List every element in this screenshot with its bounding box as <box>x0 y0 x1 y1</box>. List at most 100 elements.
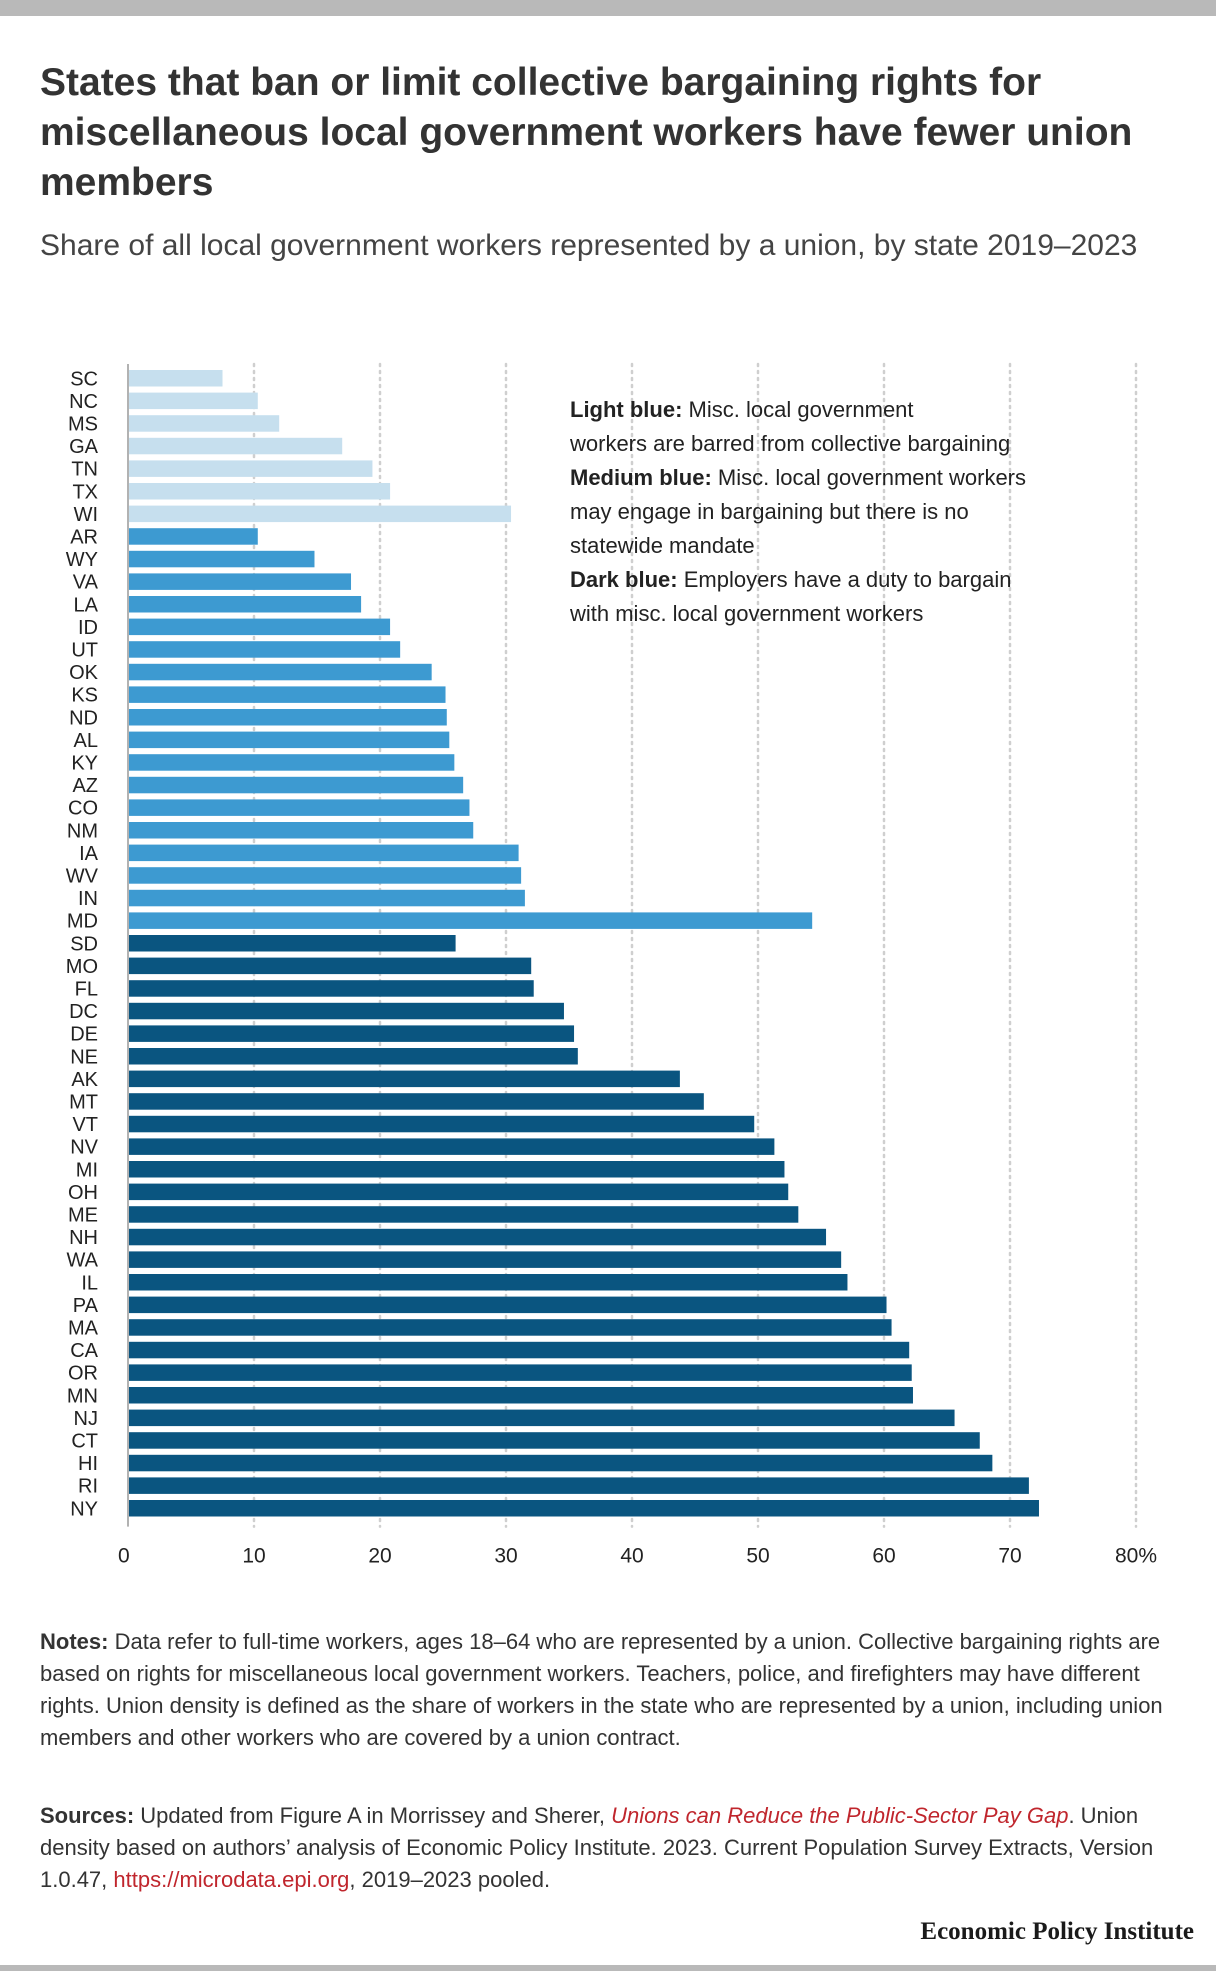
bar-id <box>129 618 391 636</box>
state-label-sc: SC <box>70 368 98 390</box>
x-tick-label-80: 80% <box>1115 1545 1157 1568</box>
bar-tx <box>129 483 391 500</box>
state-label-mi: MI <box>76 1159 98 1181</box>
bar-nh <box>129 1228 827 1246</box>
state-label-tn: TN <box>71 459 98 481</box>
bar-in <box>129 889 525 907</box>
bar-mn <box>129 1387 913 1404</box>
state-label-nd: ND <box>69 707 98 729</box>
x-tick-label-70: 70 <box>998 1545 1021 1568</box>
state-label-mn: MN <box>67 1385 98 1407</box>
legend-medium-line3: statewide mandate <box>570 533 755 558</box>
state-label-ct: CT <box>71 1430 98 1452</box>
brand-logo: Economic Policy Institute <box>920 1918 1194 1945</box>
bar-wi <box>129 505 512 523</box>
state-label-co: CO <box>68 798 98 820</box>
bar-il <box>129 1274 848 1291</box>
bar-nm <box>129 822 474 839</box>
bar-de <box>129 1025 575 1042</box>
bar-wv <box>129 867 522 884</box>
state-label-ky: KY <box>71 752 98 774</box>
bar-ak <box>129 1070 680 1088</box>
bar-me <box>129 1206 799 1223</box>
state-label-nc: NC <box>69 391 98 413</box>
state-label-nm: NM <box>67 820 98 842</box>
state-label-mo: MO <box>66 956 98 978</box>
state-label-sd: SD <box>70 933 98 955</box>
bar-ct <box>129 1432 980 1449</box>
bar-sc <box>129 370 223 387</box>
state-label-mt: MT <box>69 1091 98 1113</box>
bar-az <box>129 776 464 794</box>
state-label-ut: UT <box>71 639 98 661</box>
state-label-me: ME <box>68 1204 98 1226</box>
state-label-ms: MS <box>68 413 98 435</box>
bar-hi <box>129 1454 993 1472</box>
bar-ri <box>129 1477 1029 1494</box>
bar-ca <box>129 1341 910 1359</box>
x-tick-label-0: 0 <box>118 1545 130 1568</box>
bar-mt <box>129 1093 704 1110</box>
state-label-ak: AK <box>71 1069 98 1091</box>
bar-chart: SCNCMSGATNTXWIARWYVALAIDUTOKKSNDALKYAZCO… <box>66 362 1157 1568</box>
bar-ar <box>129 528 258 545</box>
state-label-ne: NE <box>70 1046 98 1068</box>
state-label-ga: GA <box>69 436 99 458</box>
state-label-wa: WA <box>67 1250 99 1272</box>
bar-ky <box>129 754 455 771</box>
state-label-de: DE <box>70 1024 98 1046</box>
legend: Light blue: Misc. local government worke… <box>569 397 1026 626</box>
state-label-nv: NV <box>70 1137 98 1159</box>
bar-vt <box>129 1115 755 1133</box>
legend-medium: Medium blue: Misc. local government work… <box>570 465 1026 490</box>
bar-ia <box>129 844 519 862</box>
state-label-md: MD <box>67 911 98 933</box>
legend-light: Light blue: Misc. local government <box>570 397 914 422</box>
bar-la <box>129 596 362 613</box>
bar-ok <box>129 663 432 681</box>
state-label-pa: PA <box>73 1295 99 1317</box>
state-label-va: VA <box>73 572 99 594</box>
chart-subtitle: Share of all local government workers re… <box>40 229 1138 262</box>
bar-nc <box>129 392 258 410</box>
state-label-wy: WY <box>66 549 98 571</box>
source-url-link[interactable]: https://microdata.epi.org <box>113 1867 350 1892</box>
state-label-al: AL <box>74 730 98 752</box>
state-label-hi: HI <box>78 1453 98 1475</box>
bar-ms <box>129 415 280 432</box>
state-labels: SCNCMSGATNTXWIARWYVALAIDUTOKKSNDALKYAZCO… <box>66 368 99 1520</box>
bar-nv <box>129 1138 775 1155</box>
source-link[interactable]: Unions can Reduce the Public-Sector Pay … <box>611 1803 1069 1828</box>
bar-ga <box>129 437 343 455</box>
bar-co <box>129 799 470 816</box>
state-label-or: OR <box>68 1363 98 1385</box>
bar-ks <box>129 686 446 703</box>
legend-medium-line2: may engage in bargaining but there is no <box>570 499 969 524</box>
state-label-la: LA <box>74 594 99 616</box>
x-tick-label-50: 50 <box>746 1545 769 1568</box>
bar-dc <box>129 1002 564 1020</box>
state-label-id: ID <box>78 617 98 639</box>
state-label-in: IN <box>78 888 98 910</box>
state-label-ar: AR <box>70 526 98 548</box>
state-label-ok: OK <box>69 662 99 684</box>
state-label-dc: DC <box>69 1001 98 1023</box>
state-label-il: IL <box>81 1272 98 1294</box>
bar-md <box>129 912 813 929</box>
state-label-fl: FL <box>75 978 98 1000</box>
x-tick-label-30: 30 <box>494 1545 517 1568</box>
bar-ut <box>129 641 401 658</box>
top-border <box>0 0 1216 16</box>
state-label-az: AZ <box>72 775 98 797</box>
bar-ny <box>129 1500 1039 1517</box>
bar-pa <box>129 1296 887 1314</box>
state-label-wi: WI <box>74 504 98 526</box>
bar-nj <box>129 1409 955 1427</box>
state-label-ia: IA <box>79 843 99 865</box>
state-label-tx: TX <box>72 481 98 503</box>
x-tick-label-20: 20 <box>368 1545 391 1568</box>
state-label-ma: MA <box>68 1317 99 1339</box>
x-tick-label-60: 60 <box>872 1545 895 1568</box>
bar-or <box>129 1364 912 1381</box>
state-label-nj: NJ <box>74 1408 98 1430</box>
